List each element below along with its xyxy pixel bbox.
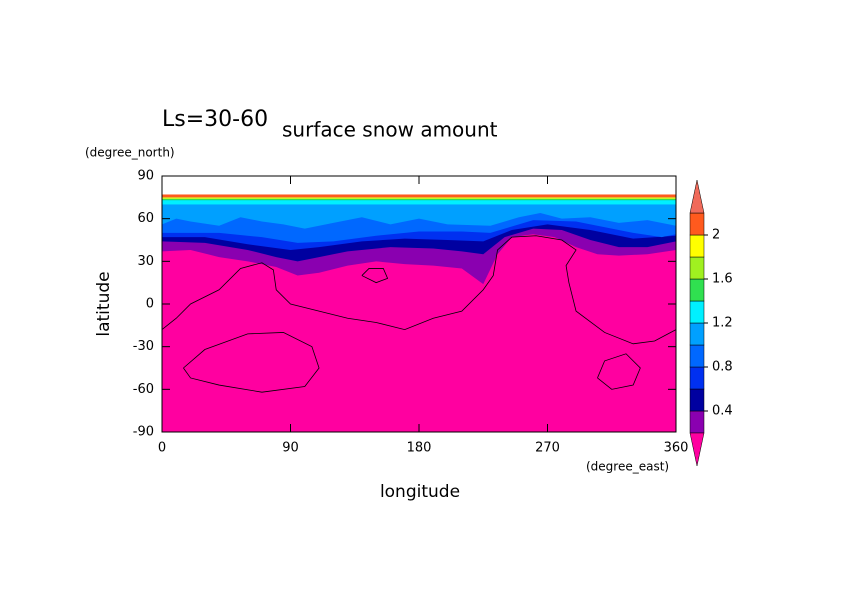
contour-region [162,197,676,199]
colorbar-tick-label: 0.4 [712,404,733,419]
colorbar-box [689,410,705,434]
contour-region [162,200,676,205]
y-units: (degree_north) [85,146,175,160]
contour-line [361,268,389,284]
x-tick-label: 180 [407,441,432,456]
colorbar-box [689,212,705,236]
colorbar-box [689,366,705,390]
x-tick-label: 270 [535,441,560,456]
y-tick-label: -30 [133,339,154,354]
colorbar-tick-label: 0.8 [712,360,733,375]
y-tick-label: -60 [133,382,154,397]
colorbar-box [689,322,705,346]
y-tick-label: 0 [146,297,154,312]
chart-title: surface snow amount [282,118,498,142]
chart-subtitle: Ls=30-60 [162,107,268,132]
x-tick-label: 90 [282,441,299,456]
colorbar-box [689,256,705,280]
contour-line [161,235,677,345]
y-tick-label: 90 [137,169,154,184]
y-tick-label: 60 [137,211,154,226]
colorbar-box [689,300,705,324]
x-tick-label: 360 [664,441,689,456]
y-tick-label: 30 [137,254,154,269]
contour-region [162,194,676,198]
colorbar-tick-label: 1.2 [712,316,733,331]
x-tick-label: 0 [158,441,166,456]
contour-line [183,332,320,393]
colorbar-box [689,388,705,412]
x-axis-label: longitude [380,482,460,502]
colorbar-box [689,278,705,302]
colorbar-under [689,432,705,467]
colorbar-tick-label: 2 [712,228,720,243]
contour-region [162,198,676,201]
colorbar-tick-label: 1.6 [712,272,733,287]
colorbar-over [689,179,705,214]
colorbar-box [689,344,705,368]
contour-line [597,353,641,390]
colorbar-box [689,234,705,258]
x-units: (degree_east) [586,460,669,474]
y-tick-label: -90 [133,425,154,440]
y-axis-label: latitude [94,271,114,336]
